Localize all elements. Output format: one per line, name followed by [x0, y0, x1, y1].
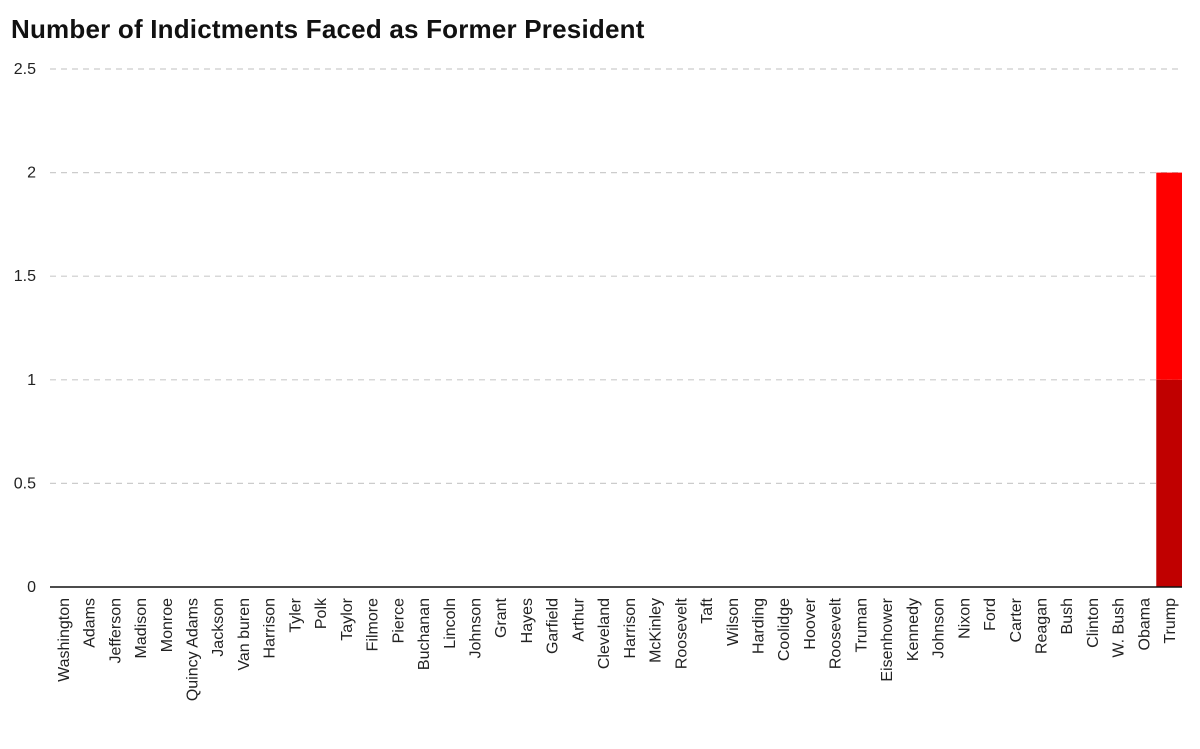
x-tick-label: Taylor [339, 597, 356, 640]
x-tick-label: Wilson [725, 598, 742, 646]
x-tick-label: Polk [313, 597, 330, 629]
x-tick-label: Hayes [519, 598, 536, 643]
x-tick-label: Carter [1008, 597, 1025, 642]
x-tick-label: Trump [1162, 598, 1179, 644]
y-tick-label: 2.5 [14, 61, 36, 78]
x-tick-label: Garfield [545, 598, 562, 654]
x-tick-label: Harding [751, 598, 768, 654]
x-tick-label: Buchanan [416, 598, 433, 670]
x-tick-label: Jackson [210, 598, 227, 657]
x-tick-label: Madison [133, 598, 150, 658]
x-tick-label: Cleveland [596, 598, 613, 669]
x-tick-label: Kennedy [905, 598, 922, 661]
x-tick-label: Obama [1136, 598, 1153, 651]
bars [1156, 172, 1182, 587]
x-tick-label: Van buren [236, 598, 253, 671]
x-tick-label: Johnson [931, 598, 948, 659]
x-tick-label: Eisenhower [879, 597, 896, 681]
x-tick-label: Filmore [365, 598, 382, 651]
x-tick-label: Tyler [287, 597, 304, 632]
x-tick-label: Adams [82, 598, 99, 648]
x-tick-label: Pierce [390, 598, 407, 643]
x-tick-label: Johnson [468, 598, 485, 659]
bar-segment [1156, 379, 1182, 587]
y-tick-label: 0 [27, 579, 36, 596]
x-tick-label: Coolidge [776, 598, 793, 661]
y-tick-label: 1.5 [14, 268, 36, 285]
bar-segment [1156, 172, 1182, 380]
x-tick-label: Harrison [262, 598, 279, 658]
x-tick-label: Reagan [1034, 598, 1051, 654]
x-tick-label: Clinton [1085, 598, 1102, 648]
y-tick-label: 1 [27, 372, 36, 389]
x-tick-label: Harrison [622, 598, 639, 658]
y-tick-label: 0.5 [14, 475, 36, 492]
x-tick-label: Jefferson [107, 598, 124, 664]
x-tick-label: Nixon [956, 598, 973, 639]
x-tick-label: Quincy Adams [185, 598, 202, 701]
x-tick-label: Monroe [159, 598, 176, 652]
x-tick-label: Arthur [570, 597, 587, 641]
x-tick-label: Bush [1059, 598, 1076, 634]
x-tick-label: Lincoln [442, 598, 459, 649]
x-tick-label: Hoover [802, 597, 819, 649]
x-tick-label: Grant [493, 597, 510, 638]
x-axis-labels: Washington Adams Jefferson Madison Monroe Qui… [56, 597, 1179, 701]
x-tick-label: McKinley [648, 598, 665, 663]
x-tick-label: Roosevelt [673, 597, 690, 669]
x-tick-label: Ford [982, 598, 999, 631]
grid-lines [50, 68, 1182, 484]
x-tick-label: W. Bush [1111, 598, 1128, 658]
x-tick-label: Truman [853, 598, 870, 653]
x-tick-label: Roosevelt [828, 597, 845, 669]
x-tick-label: Washington [56, 598, 73, 682]
y-axis-ticks: 0 0.5 1 1.5 2 2.5 [14, 61, 36, 596]
y-tick-label: 2 [27, 165, 36, 182]
chart-title: Number of Indictments Faced as Former Pr… [11, 14, 645, 44]
x-tick-label: Taft [699, 597, 716, 623]
